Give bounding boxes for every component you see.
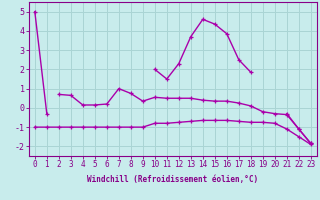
X-axis label: Windchill (Refroidissement éolien,°C): Windchill (Refroidissement éolien,°C): [87, 175, 258, 184]
